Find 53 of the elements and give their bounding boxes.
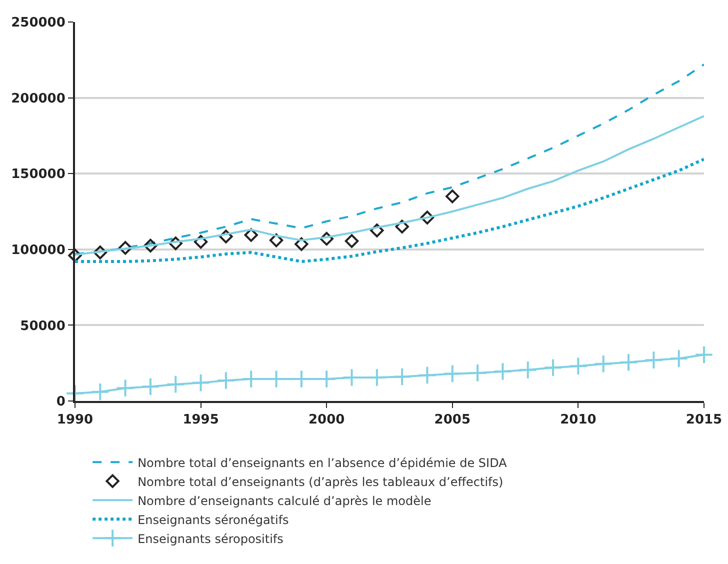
legend-label: Nombre total d’enseignants en l’absence d’épidémie de SIDA — [138, 456, 508, 470]
point — [418, 366, 437, 385]
point — [644, 350, 664, 370]
point — [219, 230, 233, 244]
point — [392, 367, 412, 386]
point — [370, 224, 384, 238]
point — [144, 238, 158, 252]
x-tick-label: 1990 — [56, 412, 94, 428]
point — [669, 349, 688, 368]
y-tick-label: 250000 — [11, 16, 66, 31]
y-tick-label: 200000 — [11, 91, 66, 106]
point — [395, 220, 409, 234]
point — [320, 232, 334, 246]
point — [116, 378, 135, 398]
point — [518, 360, 538, 380]
x-tick-label: 1995 — [182, 412, 219, 428]
point — [191, 373, 210, 392]
point — [443, 364, 462, 384]
point — [493, 362, 512, 381]
y-tick-label: 0 — [56, 394, 66, 410]
point — [269, 233, 284, 248]
y-tick-label: 100000 — [11, 242, 66, 258]
legend-label: Nombre total d’enseignants (d’après les tableaux d’effectifs) — [138, 474, 504, 489]
x-tick-label: 2015 — [686, 412, 722, 428]
point — [68, 248, 82, 262]
x-tick-label: 2010 — [560, 412, 596, 428]
point — [141, 377, 160, 396]
point — [619, 352, 638, 372]
legend-label: Enseignants séropositifs — [138, 532, 284, 546]
point — [544, 358, 562, 378]
legend-label: Nombre d’enseignants calculé d’après le modèle — [138, 494, 432, 508]
y-tick-label: 150000 — [11, 167, 66, 182]
point — [694, 345, 714, 364]
point — [344, 234, 359, 248]
point — [568, 356, 588, 376]
point — [194, 234, 208, 249]
point — [118, 241, 132, 255]
x-tick-label: 2005 — [434, 412, 470, 428]
point — [446, 189, 460, 204]
point — [168, 236, 182, 250]
point — [244, 228, 258, 242]
point — [216, 371, 236, 390]
point — [468, 364, 487, 382]
legend-label: Enseignants séronégatifs — [138, 512, 289, 527]
point — [90, 382, 110, 402]
point — [294, 237, 308, 251]
point — [420, 210, 434, 224]
point — [594, 354, 613, 374]
x-tick-label: 2000 — [308, 412, 345, 428]
point — [166, 374, 186, 394]
point — [66, 384, 84, 403]
point — [93, 246, 108, 260]
y-tick-label: 50000 — [20, 318, 66, 334]
